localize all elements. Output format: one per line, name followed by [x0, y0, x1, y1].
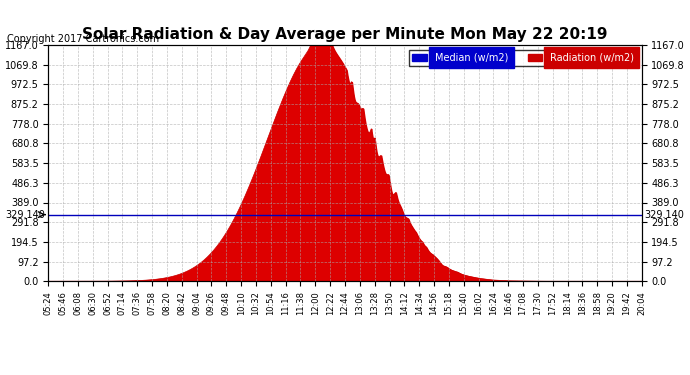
Text: 329.140: 329.140	[644, 210, 684, 220]
Title: Solar Radiation & Day Average per Minute Mon May 22 20:19: Solar Radiation & Day Average per Minute…	[82, 27, 608, 42]
Text: 329.140: 329.140	[6, 210, 46, 220]
Text: Copyright 2017 Cartronics.com: Copyright 2017 Cartronics.com	[7, 34, 159, 44]
Legend: Median (w/m2), Radiation (w/m2): Median (w/m2), Radiation (w/m2)	[409, 50, 637, 66]
